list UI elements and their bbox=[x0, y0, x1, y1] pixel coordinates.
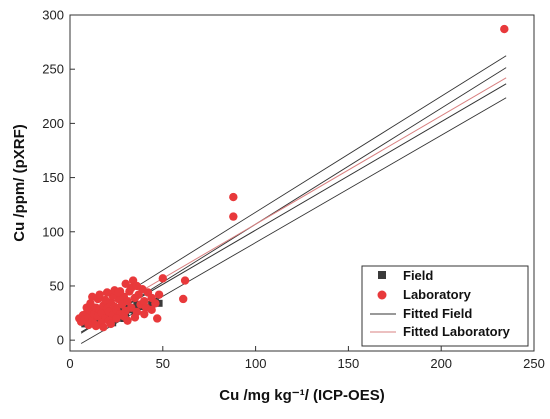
legend-laboratory-label: Laboratory bbox=[403, 287, 472, 302]
laboratory-point bbox=[154, 290, 164, 299]
laboratory-point bbox=[180, 276, 190, 285]
x-axis: 0 50 100 150 200 250 bbox=[66, 346, 545, 371]
laboratory-point bbox=[91, 321, 101, 331]
y-axis-title: Cu /ppm/ (pXRF) bbox=[11, 124, 28, 241]
y-tick-label: 100 bbox=[42, 224, 64, 239]
legend-fitted-field-label: Fitted Field bbox=[403, 306, 472, 321]
laboratory-point bbox=[112, 314, 121, 323]
fitted-laboratory-line bbox=[80, 77, 507, 327]
laboratory-point bbox=[140, 309, 149, 319]
fitted-lines bbox=[80, 77, 507, 333]
y-tick-label: 50 bbox=[50, 278, 64, 293]
legend-box bbox=[361, 265, 529, 347]
fitted-field-line bbox=[80, 83, 507, 333]
legend-fitted-laboratory-label: Fitted Laboratory bbox=[403, 324, 511, 339]
laboratory-point bbox=[132, 281, 142, 291]
x-tick-label: 50 bbox=[156, 356, 170, 371]
laboratory-point bbox=[121, 279, 130, 288]
y-tick-label: 0 bbox=[57, 333, 64, 348]
laboratory-point bbox=[151, 299, 160, 308]
legend-laboratory-marker bbox=[377, 290, 387, 300]
laboratory-point bbox=[114, 288, 123, 297]
x-tick-label: 200 bbox=[430, 356, 452, 371]
data-points bbox=[75, 24, 509, 332]
legend-field-label: Field bbox=[403, 268, 433, 283]
x-tick-label: 0 bbox=[66, 356, 73, 371]
y-axis: 0 50 100 150 200 250 300 bbox=[42, 8, 75, 348]
x-tick-label: 100 bbox=[245, 356, 267, 371]
laboratory-point bbox=[153, 314, 162, 323]
legend-field-marker bbox=[378, 271, 386, 279]
y-tick-label: 200 bbox=[42, 116, 64, 131]
laboratory-point bbox=[88, 292, 97, 302]
laboratory-point bbox=[106, 319, 116, 329]
laboratory-point bbox=[147, 305, 156, 315]
laboratory-point bbox=[84, 320, 93, 330]
laboratory-point bbox=[500, 24, 509, 34]
laboratory-point bbox=[158, 274, 167, 283]
laboratory-point bbox=[123, 316, 132, 325]
y-tick-label: 250 bbox=[42, 62, 64, 77]
laboratory-point bbox=[229, 212, 238, 221]
legend: Field Laboratory Fitted Field Fitted Lab… bbox=[361, 265, 529, 347]
x-tick-label: 150 bbox=[338, 356, 360, 371]
laboratory-point bbox=[86, 299, 95, 308]
laboratory-point bbox=[95, 290, 104, 299]
band-line bbox=[80, 55, 507, 322]
laboratory-point bbox=[179, 294, 188, 304]
laboratory-point bbox=[123, 296, 132, 306]
y-tick-label: 300 bbox=[42, 8, 64, 23]
laboratory-point bbox=[130, 313, 140, 322]
laboratory-point bbox=[99, 322, 108, 332]
x-tick-label: 250 bbox=[523, 356, 545, 371]
x-axis-title: Cu /mg kg⁻¹/ (ICP-OES) bbox=[219, 387, 384, 404]
laboratory-point bbox=[140, 296, 149, 306]
y-tick-label: 150 bbox=[42, 170, 64, 185]
laboratory-point bbox=[102, 288, 112, 297]
band-line bbox=[80, 67, 507, 334]
laboratory-point bbox=[101, 295, 110, 305]
laboratory-point bbox=[229, 192, 238, 202]
